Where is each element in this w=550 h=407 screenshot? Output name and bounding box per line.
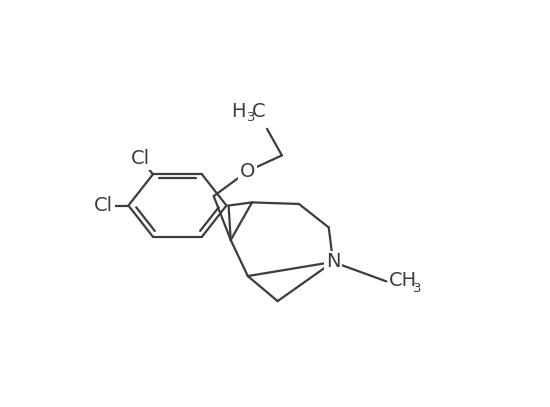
Text: O: O xyxy=(240,162,255,181)
Text: CH: CH xyxy=(388,271,416,290)
Text: H: H xyxy=(231,102,246,121)
Text: C: C xyxy=(252,102,266,121)
Text: 3: 3 xyxy=(247,111,255,124)
Text: Cl: Cl xyxy=(94,196,113,215)
Text: Cl: Cl xyxy=(131,149,150,168)
Text: N: N xyxy=(326,252,340,271)
Text: 3: 3 xyxy=(412,282,421,295)
